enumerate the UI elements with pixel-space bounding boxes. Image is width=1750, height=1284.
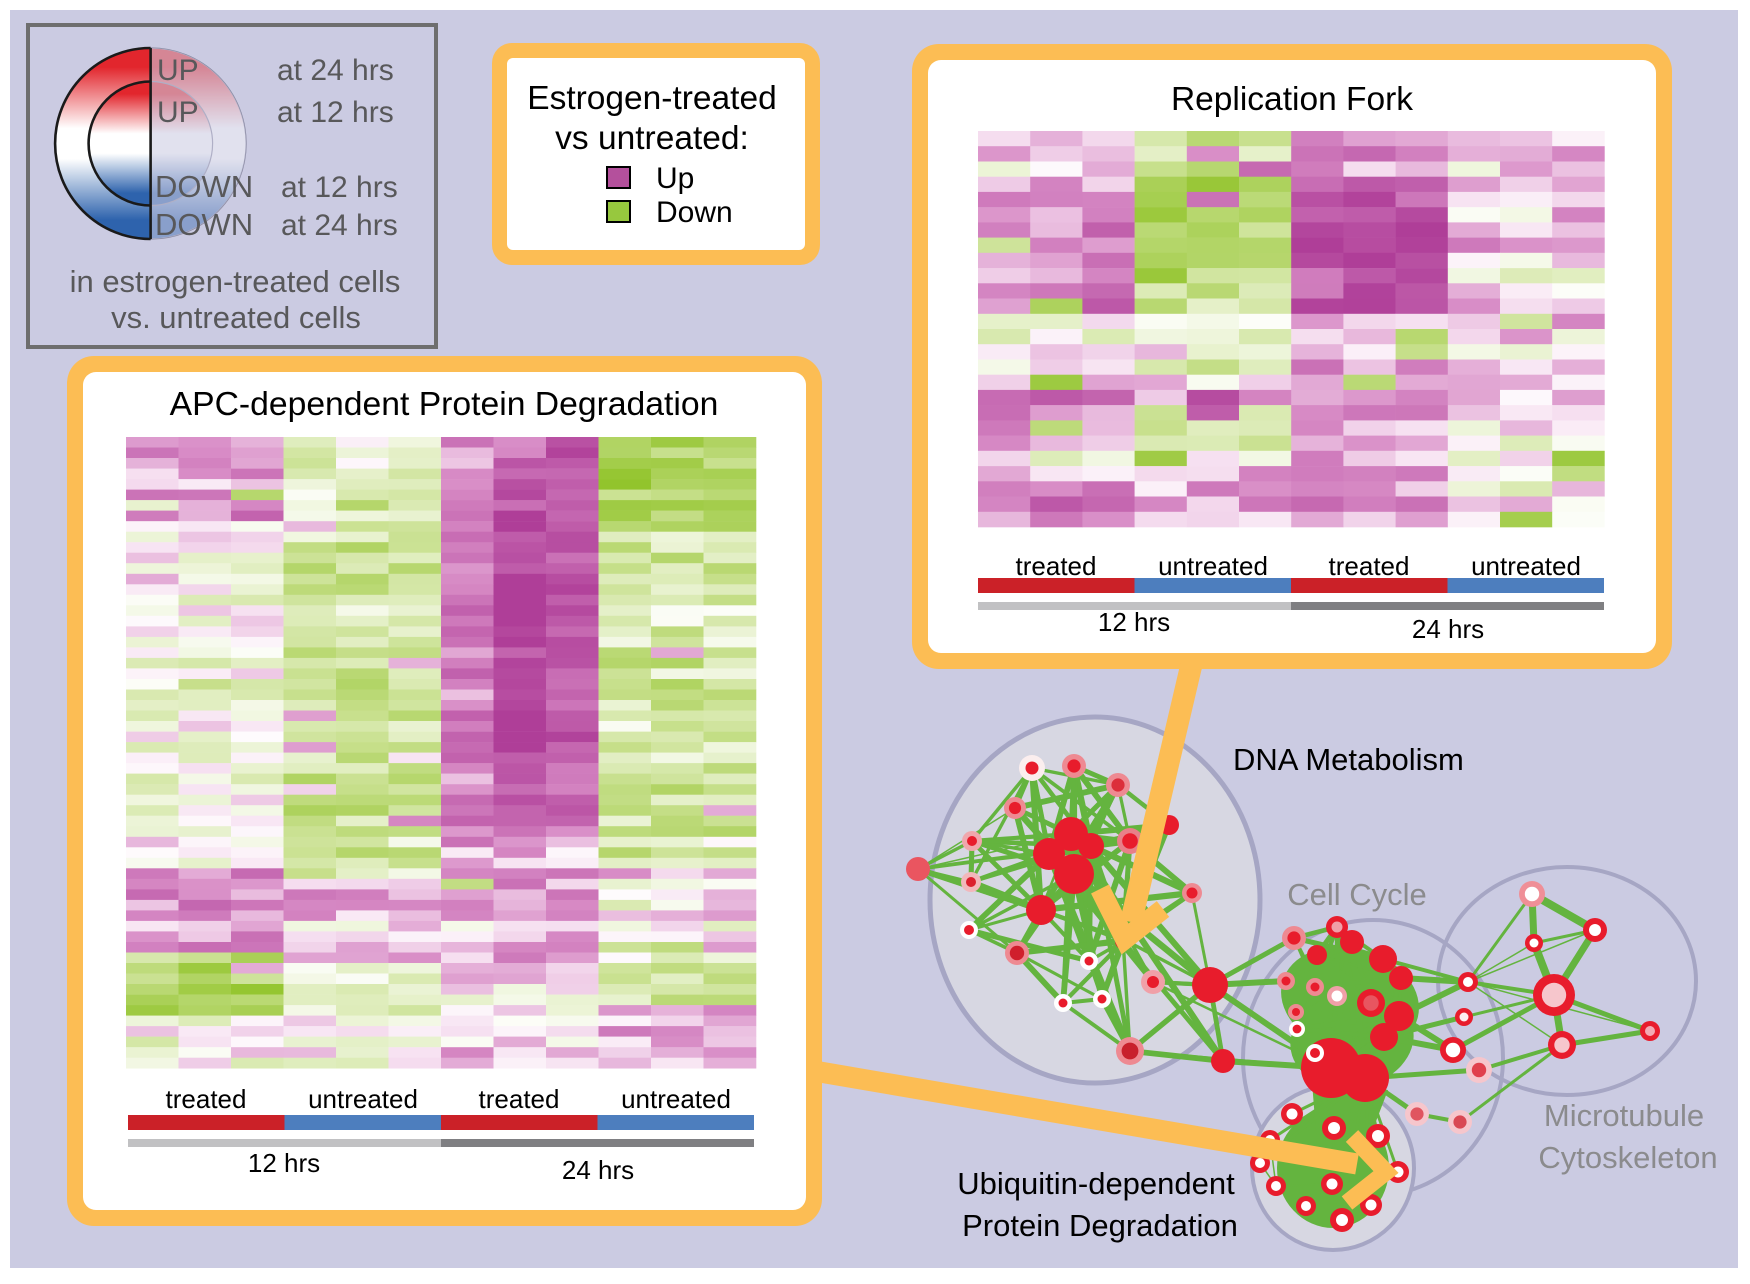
svg-text:UP: UP: [157, 96, 199, 129]
svg-text:Up: Up: [656, 162, 694, 195]
svg-text:treated: treated: [1016, 551, 1097, 581]
svg-text:Estrogen-treated: Estrogen-treated: [527, 80, 777, 117]
svg-text:untreated: untreated: [1471, 551, 1581, 581]
svg-text:UP: UP: [157, 54, 199, 87]
svg-text:at 12 hrs: at 12 hrs: [281, 171, 398, 204]
svg-text:Microtubule: Microtubule: [1544, 1098, 1704, 1133]
svg-text:APC-dependent Protein Degradat: APC-dependent Protein Degradation: [170, 385, 719, 423]
svg-text:Protein Degradation: Protein Degradation: [962, 1208, 1238, 1243]
svg-text:DOWN: DOWN: [155, 207, 253, 242]
svg-text:DOWN: DOWN: [155, 169, 253, 204]
svg-text:at 12 hrs: at 12 hrs: [277, 96, 394, 129]
svg-text:untreated: untreated: [1158, 551, 1268, 581]
svg-text:12 hrs: 12 hrs: [1098, 607, 1170, 637]
svg-text:treated: treated: [479, 1084, 560, 1114]
svg-text:treated: treated: [166, 1084, 247, 1114]
svg-text:24 hrs: 24 hrs: [562, 1155, 634, 1185]
svg-text:vs untreated:: vs untreated:: [555, 120, 749, 157]
svg-text:Down: Down: [656, 196, 733, 229]
svg-text:DNA Metabolism: DNA Metabolism: [1233, 742, 1464, 777]
svg-text:at 24 hrs: at 24 hrs: [277, 54, 394, 87]
svg-text:Cell Cycle: Cell Cycle: [1287, 877, 1427, 912]
svg-text:Replication Fork: Replication Fork: [1171, 81, 1413, 118]
svg-text:12 hrs: 12 hrs: [248, 1148, 320, 1178]
svg-text:Cytoskeleton: Cytoskeleton: [1538, 1140, 1717, 1175]
svg-text:24 hrs: 24 hrs: [1412, 614, 1484, 644]
svg-text:vs. untreated cells: vs. untreated cells: [111, 300, 361, 335]
svg-text:treated: treated: [1329, 551, 1410, 581]
svg-text:at 24 hrs: at 24 hrs: [281, 209, 398, 242]
svg-text:Ubiquitin-dependent: Ubiquitin-dependent: [957, 1166, 1235, 1201]
svg-text:untreated: untreated: [308, 1084, 418, 1114]
svg-text:in estrogen-treated cells: in estrogen-treated cells: [70, 264, 401, 299]
svg-text:untreated: untreated: [621, 1084, 731, 1114]
